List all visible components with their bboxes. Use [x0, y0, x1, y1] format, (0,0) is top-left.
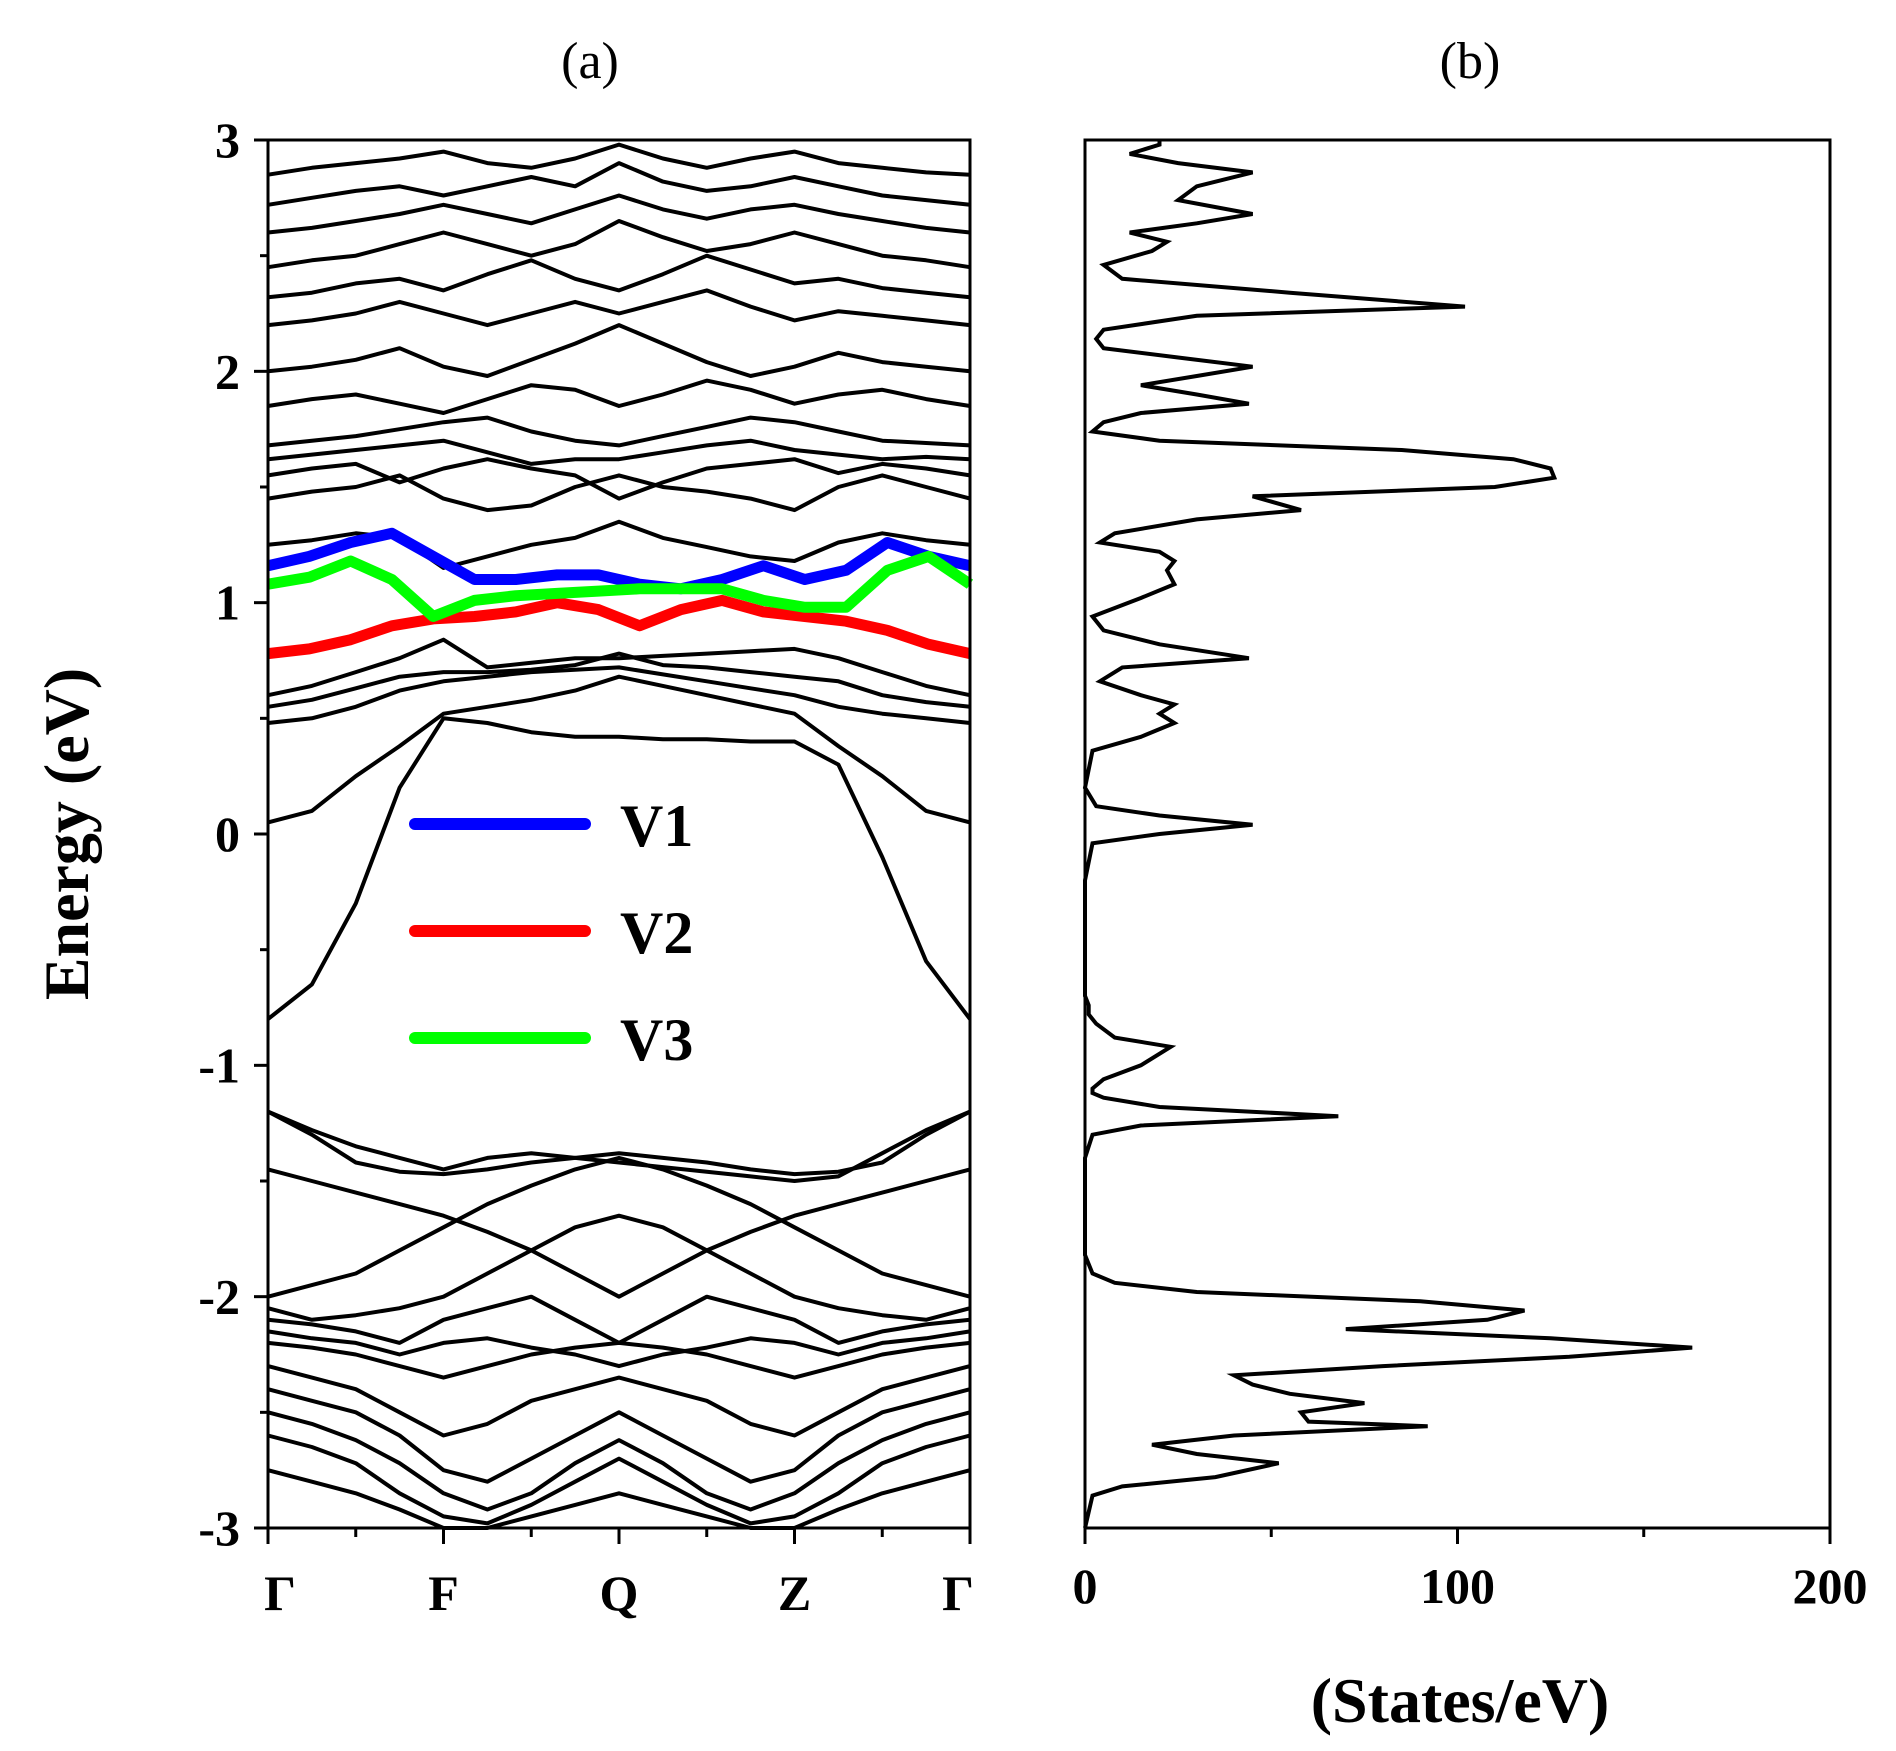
band-line [267, 651, 971, 709]
band-line [267, 1213, 971, 1322]
y-tick-label: -1 [198, 1037, 240, 1093]
band-line [267, 142, 971, 177]
y-tick-label: 1 [215, 575, 240, 631]
x-axis-title: (States/eV) [1311, 1665, 1610, 1736]
x-tick-label: 100 [1420, 1558, 1495, 1614]
highlighted-bands [266, 527, 974, 660]
y-tick-label: 3 [215, 112, 240, 168]
panel-b-ticks: 0 100 200 [1073, 1528, 1868, 1614]
band-line [267, 438, 971, 466]
series-v2-line [267, 594, 972, 660]
x-tick-label: 200 [1793, 1558, 1868, 1614]
band-line [267, 415, 971, 448]
panel-a-label: (a) [561, 33, 619, 90]
kpoint-label: Γ [942, 1565, 974, 1621]
background-bands [266, 142, 972, 1530]
y-tick-label: 0 [215, 806, 240, 862]
band-line [267, 1167, 971, 1299]
band-line [267, 1340, 971, 1380]
band-line [267, 288, 971, 328]
band-line [267, 665, 971, 725]
band-line [267, 1155, 971, 1299]
band-line [267, 1410, 971, 1512]
band-line [267, 457, 971, 501]
legend-label-v2: V2 [620, 900, 693, 966]
band-line [267, 637, 971, 698]
series-v1-line [266, 527, 972, 595]
dos-panel: 0 100 200 (States/eV) [1073, 138, 1868, 1736]
series-v3-line [267, 550, 974, 622]
band-line [267, 1294, 971, 1345]
y-tick-label: -3 [198, 1500, 240, 1556]
band-line [267, 161, 971, 207]
kpoint-label: Z [778, 1565, 811, 1621]
y-tick-label: 2 [215, 343, 240, 399]
band-line [267, 473, 971, 513]
legend: V1 V2 V3 [409, 793, 693, 1073]
band-line [267, 1468, 971, 1530]
band-line [267, 1329, 971, 1369]
band-line [267, 253, 971, 300]
band-structure-panel: 3 2 1 0 -1 -2 -3 Γ F Q Z Γ V1 V2 V3 Energy (eV) [31, 112, 974, 1621]
y-axis-title: Energy (eV) [31, 668, 102, 1000]
band-line [267, 378, 971, 415]
band-line [266, 716, 972, 1021]
x-tick-label: 0 [1073, 1558, 1098, 1614]
panel-a-frame [266, 138, 972, 1530]
kpoint-label: Γ [264, 1565, 296, 1621]
legend-label-v1: V1 [620, 793, 693, 859]
band-line [267, 323, 971, 378]
panel-b-label: (b) [1440, 33, 1501, 90]
legend-label-v3: V3 [620, 1007, 693, 1073]
band-line [267, 1433, 971, 1526]
kpoint-label: F [428, 1565, 459, 1621]
dos-curve [1082, 140, 1693, 1529]
band-line [267, 1387, 971, 1484]
panel-b-frame [1083, 138, 1832, 1530]
band-line [267, 219, 971, 270]
band-line [267, 1109, 971, 1183]
band-line [267, 1364, 971, 1438]
band-line [267, 674, 971, 825]
kpoint-label: Q [600, 1565, 639, 1621]
band-line [267, 193, 971, 235]
y-tick-label: -2 [198, 1269, 240, 1325]
